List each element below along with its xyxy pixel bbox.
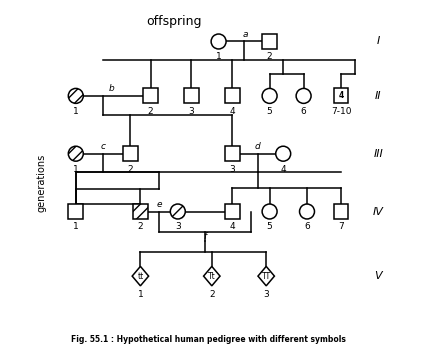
Polygon shape (132, 266, 148, 286)
Bar (224, 88, 239, 103)
Text: 1: 1 (73, 165, 78, 174)
Text: 6: 6 (303, 222, 309, 231)
Bar (262, 34, 276, 49)
Text: 3: 3 (188, 107, 194, 116)
Text: 2: 2 (137, 222, 143, 231)
Bar (122, 146, 137, 161)
Bar (333, 88, 348, 103)
Text: 3: 3 (229, 165, 235, 174)
Text: V: V (374, 271, 381, 281)
Text: 7: 7 (337, 222, 343, 231)
Text: 5: 5 (266, 222, 272, 231)
Text: a: a (242, 30, 248, 39)
Text: 4: 4 (337, 91, 343, 100)
Text: 2: 2 (266, 53, 272, 61)
Circle shape (275, 146, 290, 161)
Text: d: d (254, 142, 260, 151)
Text: 2: 2 (127, 165, 132, 174)
Text: e: e (156, 200, 161, 209)
Polygon shape (257, 266, 274, 286)
Text: generations: generations (37, 153, 47, 212)
Text: tt: tt (137, 272, 143, 280)
Text: b: b (108, 84, 114, 93)
Text: 5: 5 (266, 107, 272, 116)
Circle shape (262, 204, 276, 219)
Bar (184, 88, 199, 103)
Text: 6: 6 (300, 107, 306, 116)
Circle shape (262, 88, 276, 103)
Circle shape (295, 88, 311, 103)
Bar (224, 204, 239, 219)
Text: 2: 2 (147, 107, 153, 116)
Bar (333, 204, 348, 219)
Circle shape (68, 88, 83, 103)
Text: 1: 1 (137, 290, 143, 299)
Text: 4: 4 (280, 165, 285, 174)
Text: 1: 1 (73, 107, 78, 116)
Text: 1: 1 (215, 53, 221, 61)
Bar (68, 204, 83, 219)
Text: 1: 1 (73, 222, 78, 231)
Text: TT: TT (261, 272, 270, 280)
Text: 3: 3 (175, 222, 180, 231)
Text: 2: 2 (208, 290, 214, 299)
Bar (224, 146, 239, 161)
Circle shape (68, 146, 83, 161)
Text: 4: 4 (229, 222, 234, 231)
Text: c: c (100, 142, 105, 151)
Circle shape (210, 34, 225, 49)
Text: 4: 4 (229, 107, 234, 116)
Circle shape (170, 204, 185, 219)
Text: f: f (203, 233, 206, 241)
Text: 3: 3 (263, 290, 268, 299)
Bar (143, 88, 158, 103)
Text: I: I (376, 37, 379, 47)
Text: 7-10: 7-10 (330, 107, 351, 116)
Text: III: III (373, 149, 383, 159)
Circle shape (299, 204, 314, 219)
Text: Tt: Tt (207, 272, 215, 280)
Bar (132, 204, 147, 219)
Text: IV: IV (372, 207, 383, 217)
Text: offspring: offspring (146, 15, 201, 28)
Polygon shape (203, 266, 219, 286)
Text: Fig. 55.1 : Hypothetical human pedigree with different symbols: Fig. 55.1 : Hypothetical human pedigree … (71, 334, 345, 344)
Text: II: II (374, 91, 381, 101)
